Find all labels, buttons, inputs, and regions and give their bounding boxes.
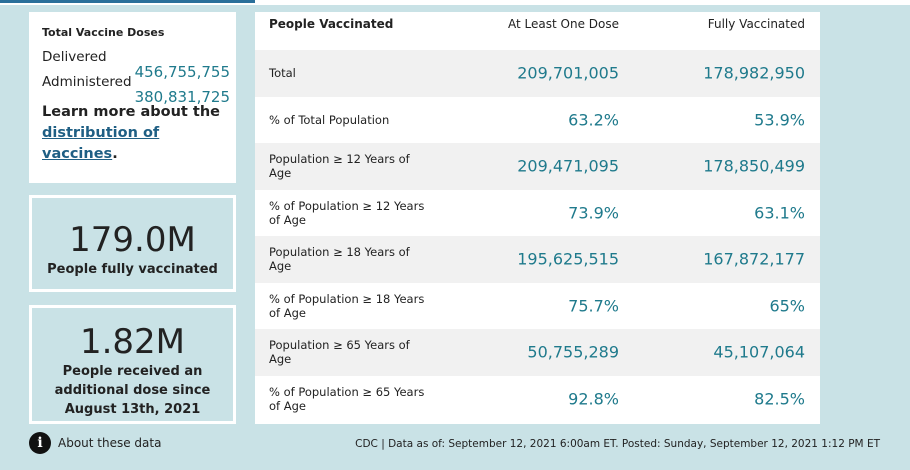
fully-vaccinated-value: 179.0M [69,220,196,260]
table-row: % of Total Population 63.2% 53.9% [255,97,820,144]
fully-vaccinated-card: 179.0M People fully vaccinated [29,195,236,292]
fully-value: 53.9% [754,110,805,130]
fully-value: 178,850,499 [703,156,805,176]
additional-dose-value: 1.82M [79,322,186,362]
one-dose-value: 73.9% [568,203,619,223]
additional-dose-caption: People received an additional dose since… [54,364,211,417]
one-dose-value: 50,755,289 [527,342,619,362]
row-label: % of Population ≥ 12 Years of Age [269,198,425,227]
fully-value: 178,982,950 [703,63,805,83]
row-label: % of Population ≥ 65 Years of Age [269,384,425,413]
total-doses-card: Total Vaccine Doses Delivered 456,755,75… [29,12,236,183]
table-row: Population ≥ 65 Years of Age 50,755,289 … [255,329,820,376]
table-header: People Vaccinated At Least One Dose Full… [255,12,820,50]
additional-dose-card: 1.82M People received an additional dose… [29,305,236,424]
one-dose-value: 92.8% [568,389,619,409]
fully-value: 63.1% [754,203,805,223]
administered-value: 380,831,725 [134,88,230,106]
row-label: Population ≥ 65 Years of Age [269,338,410,367]
header-people-vaccinated: People Vaccinated [269,17,394,31]
row-label: % of Total Population [269,112,390,127]
delivered-value: 456,755,755 [134,63,230,81]
distribution-link[interactable]: distribution of vaccines [42,125,160,162]
administered-label: Administered [42,74,132,90]
delivered-row: Delivered 456,755,755 [42,49,236,81]
table-row: % of Population ≥ 12 Years of Age 73.9% … [255,190,820,237]
table-row: Population ≥ 18 Years of Age 195,625,515… [255,236,820,283]
fully-vaccinated-caption: People fully vaccinated [47,262,218,277]
administered-row: Administered 380,831,725 [42,74,236,106]
data-source-note: CDC | Data as of: September 12, 2021 6:0… [355,438,880,450]
one-dose-value: 195,625,515 [517,249,619,269]
info-icon[interactable]: i [29,432,51,454]
table-row: % of Population ≥ 18 Years of Age 75.7% … [255,283,820,330]
row-label: % of Population ≥ 18 Years of Age [269,291,425,320]
one-dose-value: 63.2% [568,110,619,130]
top-strip-accent [0,0,255,3]
one-dose-value: 75.7% [568,296,619,316]
about-these-data[interactable]: i About these data [29,432,161,454]
fully-value: 167,872,177 [703,249,805,269]
header-fully-vaccinated: Fully Vaccinated [707,17,805,31]
row-label: Total [269,66,296,81]
row-label: Population ≥ 12 Years of Age [269,152,410,181]
delivered-label: Delivered [42,49,107,65]
one-dose-value: 209,701,005 [517,63,619,83]
top-strip [0,0,910,5]
total-doses-title: Total Vaccine Doses [42,26,165,39]
learn-more-suffix: . [112,146,118,162]
row-label: Population ≥ 18 Years of Age [269,245,410,274]
learn-more-text: Learn more about the distribution of vac… [42,102,236,165]
learn-more-prefix: Learn more about the [42,104,221,120]
table-row: Population ≥ 12 Years of Age 209,471,095… [255,143,820,190]
about-these-data-label[interactable]: About these data [58,436,162,450]
header-at-least-one-dose: At Least One Dose [508,17,619,31]
one-dose-value: 209,471,095 [517,156,619,176]
fully-value: 65% [769,296,805,316]
fully-value: 45,107,064 [713,342,805,362]
fully-value: 82.5% [754,389,805,409]
people-vaccinated-table: People Vaccinated At Least One Dose Full… [255,12,820,424]
table-row: % of Population ≥ 65 Years of Age 92.8% … [255,376,820,423]
table-row: Total 209,701,005 178,982,950 [255,50,820,97]
